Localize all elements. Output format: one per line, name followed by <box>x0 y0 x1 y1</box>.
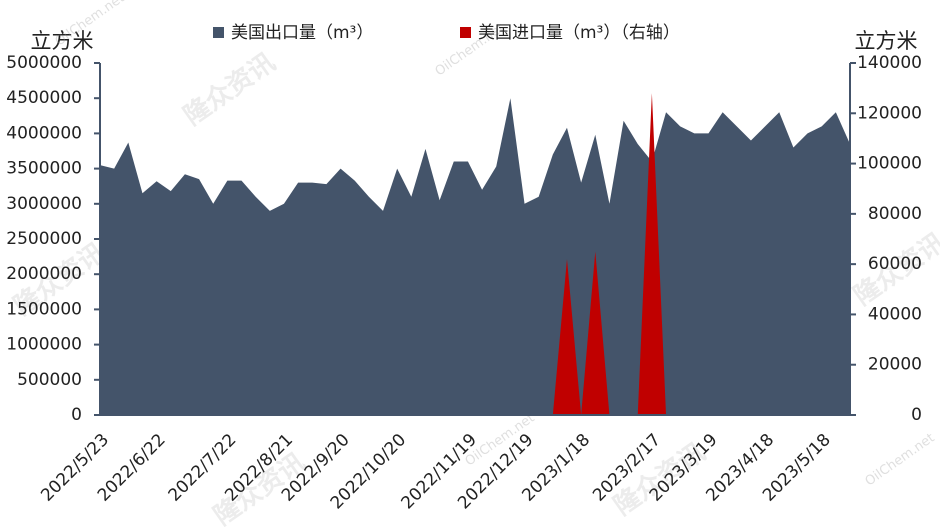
y2-tick-label: 140000 <box>857 53 922 73</box>
y-tick-label: 4000000 <box>6 123 82 143</box>
y-tick-label: 500000 <box>17 370 82 390</box>
y-tick-label: 0 <box>71 405 82 425</box>
y2-tick-label: 120000 <box>857 103 922 123</box>
legend-label: 美国出口量（m³） <box>231 23 373 43</box>
y-tick-label: 4500000 <box>6 88 82 108</box>
y-axis-unit: 立方米 <box>31 29 94 53</box>
y-tick-label: 2500000 <box>6 229 82 249</box>
y-tick-label: 3000000 <box>6 194 82 214</box>
y-tick-label: 1500000 <box>6 299 82 319</box>
y2-tick-label: 40000 <box>868 304 922 324</box>
y2-tick-label: 0 <box>911 405 922 425</box>
y2-tick-label: 60000 <box>868 254 922 274</box>
y-tick-label: 1000000 <box>6 335 82 355</box>
y-tick-label: 3500000 <box>6 159 82 179</box>
y2-tick-label: 100000 <box>857 154 922 174</box>
y2-axis-unit: 立方米 <box>855 29 918 53</box>
y2-tick-label: 80000 <box>868 204 922 224</box>
legend-label: 美国进口量（m³）（右轴） <box>478 23 680 43</box>
watermark: 隆众资讯 <box>179 47 281 131</box>
y2-tick-label: 20000 <box>868 355 922 375</box>
watermark: OilChem.net <box>863 431 938 490</box>
y-tick-label: 2000000 <box>6 264 82 284</box>
area <box>100 98 850 415</box>
legend-swatch <box>460 27 471 38</box>
y-tick-label: 5000000 <box>6 53 82 73</box>
legend-swatch <box>213 27 224 38</box>
